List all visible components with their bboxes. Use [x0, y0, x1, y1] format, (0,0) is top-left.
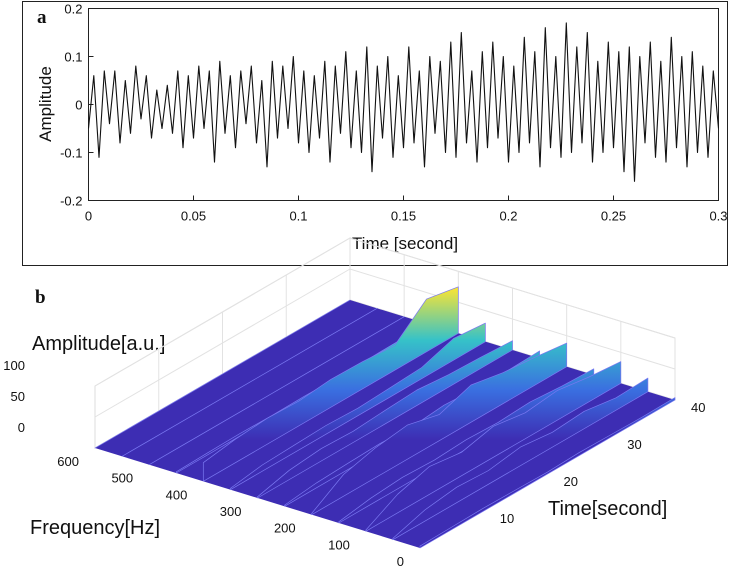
x-axis-label: Frequency[Hz]: [30, 517, 160, 539]
x-tick-label: 0.15: [391, 209, 416, 224]
y-tick-label: 0: [75, 98, 82, 113]
x-tick-label: 0.05: [181, 209, 206, 224]
x-tick-label: 500: [111, 471, 133, 486]
spectrum-ridge: [230, 322, 486, 491]
z-tick-label: 50: [11, 389, 25, 404]
spectrum-ridge: [311, 342, 568, 516]
spectrum-ridge: [202, 286, 459, 482]
spectrum-ridge: [392, 377, 649, 541]
x-tick-label: 0.3: [709, 209, 727, 224]
z-tick-label: 100: [3, 358, 25, 373]
x-tick-label: 0.2: [499, 209, 517, 224]
signal-line: [87, 22, 720, 182]
panel-label: b: [35, 287, 46, 308]
x-axis-label: Time [second]: [352, 234, 458, 253]
y-tick-label: -0.2: [60, 194, 82, 209]
panel-frame: [22, 1, 728, 266]
spectrum-ridge: [148, 316, 405, 466]
x-tick-label: 0: [397, 554, 404, 569]
spectrum-ridge: [257, 340, 513, 499]
y-tick-label: 40: [691, 400, 705, 415]
x-tick-label: 300: [220, 504, 242, 519]
y-tick-label: 0.2: [64, 2, 82, 17]
x-tick-label: 100: [328, 537, 350, 552]
z-axis-label: Amplitude[a.u.]: [32, 333, 165, 355]
y-tick-label: 20: [564, 474, 578, 489]
x-tick-label: 0.1: [289, 209, 307, 224]
y-tick-label: 0.1: [64, 50, 82, 65]
x-tick-label: 400: [166, 487, 188, 502]
y-axis-label: Time[second]: [548, 498, 667, 520]
y-tick-label: 10: [500, 511, 514, 526]
spectrum-ridge: [94, 299, 351, 449]
x-tick-label: 0.25: [601, 209, 626, 224]
grid-line: [94, 268, 676, 418]
grid-line: [94, 237, 676, 387]
spectrum-ridge: [365, 361, 622, 532]
panel-label: a: [37, 7, 47, 28]
x-tick-label: 0: [85, 209, 92, 224]
y-tick-label: -0.1: [60, 146, 82, 161]
spectrum-ridge: [121, 307, 378, 457]
x-tick-label: 200: [274, 521, 296, 536]
y-axis-label: Amplitude: [36, 66, 55, 142]
spectrum-ridge: [419, 397, 676, 549]
x-tick-label: 600: [57, 454, 79, 469]
y-tick-label: 30: [627, 437, 641, 452]
z-tick-label: 0: [18, 420, 25, 435]
